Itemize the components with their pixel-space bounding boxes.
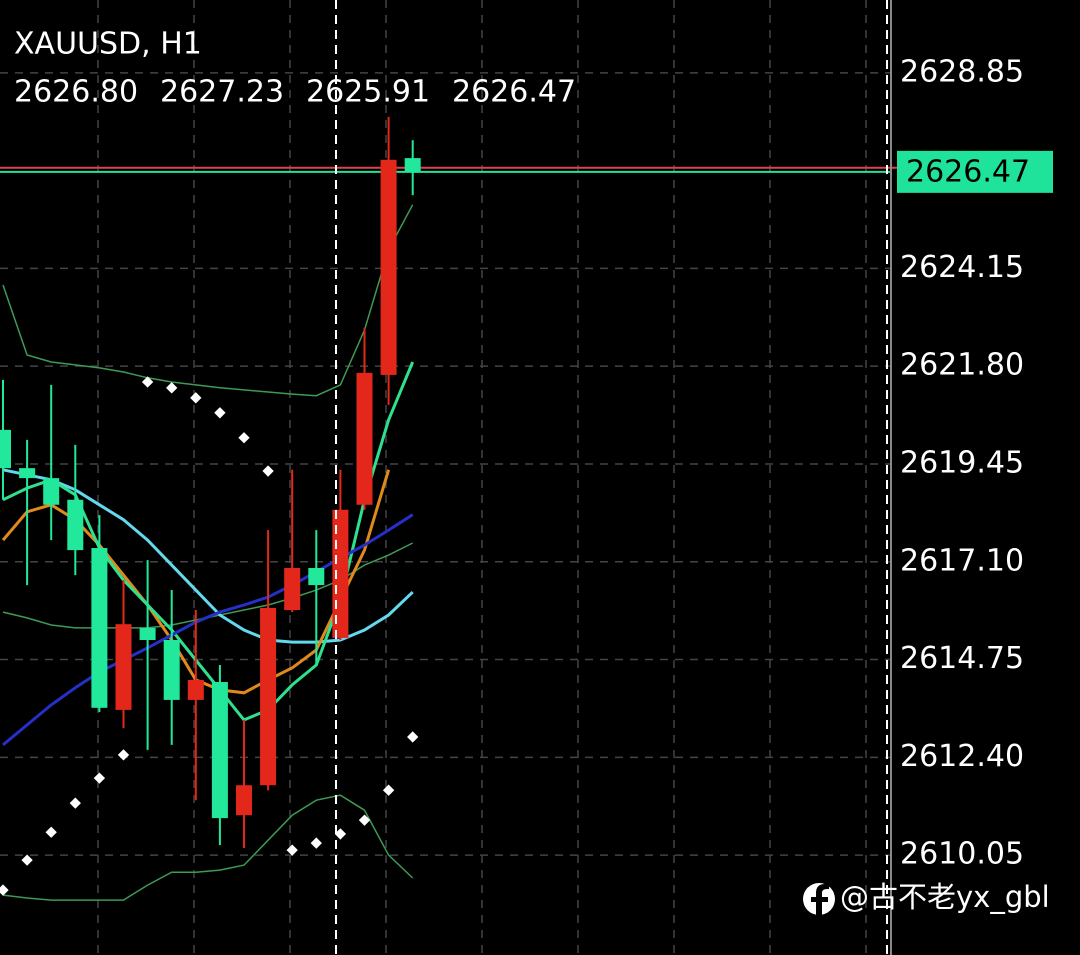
y-tick-label: 2614.75 [900, 641, 1024, 676]
candle-body [91, 548, 108, 708]
sar-dot [382, 784, 395, 796]
ohlc-high: 2627.23 [160, 75, 284, 110]
ohlc-open: 2626.80 [14, 75, 138, 110]
sar-dot [166, 382, 178, 394]
candle-body [404, 158, 421, 172]
candle-body [67, 499, 84, 551]
candle-body [211, 682, 228, 819]
sar-dot [358, 814, 371, 826]
y-tick-label: 2628.85 [900, 54, 1024, 89]
sar-dot [407, 731, 419, 743]
sar-dot [334, 828, 347, 840]
watermark: @古不老yx_gbl [803, 880, 1050, 917]
price-label-box [897, 150, 1053, 193]
candle-body [187, 679, 204, 700]
y-tick-label: 2621.80 [900, 348, 1024, 383]
price-label: 2626.47 [906, 154, 1030, 189]
grid [0, 0, 890, 955]
candle-body [139, 627, 156, 640]
sar-dot [310, 837, 322, 849]
y-tick-label: 2619.45 [900, 445, 1024, 480]
sar-dot [45, 826, 57, 838]
indicator-line [2, 204, 414, 397]
y-tick-label: 2612.40 [900, 739, 1024, 774]
candle-body [236, 785, 252, 816]
sar-dot [141, 376, 154, 388]
candle-body [19, 468, 36, 479]
candle-body [380, 159, 397, 375]
candle-body [284, 568, 301, 611]
candle-body [43, 478, 60, 505]
candle-body [308, 568, 325, 586]
sar-dot [286, 844, 298, 856]
price-axis: 2628.85 2624.15 2621.80 2619.45 2617.10 2614.… [897, 54, 1053, 872]
candle-body [163, 639, 180, 700]
watermark-text: @古不老yx_gbl [840, 880, 1050, 914]
sar-dot [262, 465, 274, 477]
symbol-title: XAUUSD, H1 [14, 27, 202, 62]
sar-dot [214, 407, 226, 419]
sar-dot [238, 432, 250, 444]
ohlc-low: 2625.91 [306, 75, 430, 110]
y-tick-label: 2617.10 [900, 543, 1024, 578]
sar-dot [190, 392, 202, 404]
candle-body [260, 607, 277, 786]
y-tick-label: 2610.05 [900, 837, 1024, 872]
y-tick-label: 2624.15 [900, 250, 1024, 285]
candle-body [115, 624, 132, 710]
indicator-line [2, 468, 414, 644]
candle-body [356, 372, 373, 505]
indicator-line [2, 794, 414, 901]
candles [0, 116, 421, 849]
candle-body [332, 509, 349, 638]
candle-body [0, 429, 11, 469]
ohlc-close: 2626.47 [452, 75, 576, 110]
watermark-icon-glyph [811, 884, 829, 917]
